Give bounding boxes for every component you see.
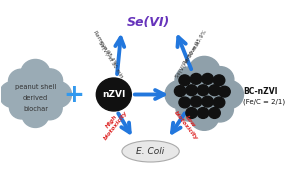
Circle shape bbox=[197, 85, 209, 96]
Text: BC-nZVI: BC-nZVI bbox=[244, 87, 278, 96]
Circle shape bbox=[209, 85, 220, 96]
Text: peanut shell: peanut shell bbox=[15, 84, 56, 90]
Text: nZVI: nZVI bbox=[102, 90, 125, 99]
Circle shape bbox=[207, 67, 234, 92]
Text: Se(VI) in 30 min: Se(VI) in 30 min bbox=[97, 40, 124, 79]
Text: Low
biotoxicity: Low biotoxicity bbox=[173, 106, 204, 141]
Circle shape bbox=[190, 74, 202, 84]
Circle shape bbox=[188, 56, 220, 86]
Circle shape bbox=[202, 96, 213, 107]
Circle shape bbox=[213, 97, 225, 108]
Circle shape bbox=[176, 96, 203, 121]
Circle shape bbox=[21, 60, 50, 87]
Circle shape bbox=[175, 67, 203, 93]
Circle shape bbox=[22, 102, 49, 127]
Circle shape bbox=[17, 77, 53, 112]
Circle shape bbox=[0, 81, 27, 108]
Text: Remove 95.4%: Remove 95.4% bbox=[92, 29, 117, 66]
Text: biochar: biochar bbox=[23, 106, 48, 112]
Circle shape bbox=[8, 69, 34, 93]
Circle shape bbox=[179, 97, 190, 108]
Circle shape bbox=[185, 76, 224, 113]
Text: (Fe/C = 2/1): (Fe/C = 2/1) bbox=[244, 98, 286, 105]
Circle shape bbox=[213, 75, 225, 86]
Circle shape bbox=[37, 96, 62, 120]
Circle shape bbox=[190, 96, 202, 107]
Text: E. Coli: E. Coli bbox=[136, 147, 165, 156]
Circle shape bbox=[206, 96, 233, 122]
Circle shape bbox=[96, 78, 131, 111]
Circle shape bbox=[209, 108, 220, 118]
Text: Se(VI): Se(VI) bbox=[127, 15, 170, 29]
Circle shape bbox=[175, 86, 186, 97]
Text: High
biotoxicity: High biotoxicity bbox=[98, 106, 129, 141]
Circle shape bbox=[9, 96, 34, 119]
Text: derived: derived bbox=[23, 95, 48, 101]
Circle shape bbox=[219, 86, 230, 97]
Circle shape bbox=[38, 69, 63, 92]
Ellipse shape bbox=[122, 141, 179, 162]
Circle shape bbox=[165, 80, 195, 109]
Circle shape bbox=[190, 103, 219, 130]
Circle shape bbox=[197, 108, 209, 118]
Circle shape bbox=[202, 74, 213, 84]
Text: Se(VI) in 30 min: Se(VI) in 30 min bbox=[175, 40, 202, 79]
Circle shape bbox=[179, 75, 190, 86]
Text: Remove 95.9%: Remove 95.9% bbox=[183, 29, 208, 65]
Circle shape bbox=[213, 80, 244, 109]
Circle shape bbox=[186, 85, 197, 96]
Circle shape bbox=[186, 108, 197, 118]
Circle shape bbox=[44, 81, 72, 108]
Text: +: + bbox=[63, 83, 84, 106]
